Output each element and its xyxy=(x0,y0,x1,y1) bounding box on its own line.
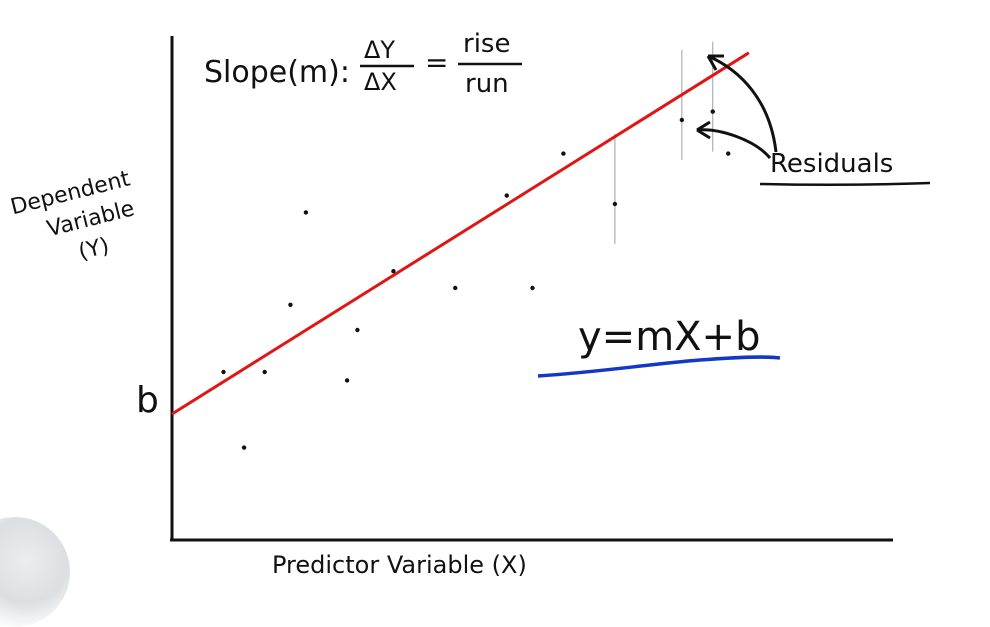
data-point xyxy=(355,327,360,333)
intercept-label: b xyxy=(136,380,159,421)
rise-label: rise xyxy=(463,29,510,59)
equation-underline xyxy=(537,355,781,378)
residual-lines xyxy=(614,41,714,244)
data-point xyxy=(726,151,731,156)
residuals-underline xyxy=(759,181,931,187)
data-point xyxy=(344,378,350,383)
data-point xyxy=(303,210,309,215)
regression-equation: y=mX+b xyxy=(578,314,760,360)
data-point xyxy=(612,201,618,207)
data-point xyxy=(710,109,715,114)
residual-arrow-upper xyxy=(707,54,778,153)
slope-label: Slope(m): xyxy=(204,55,350,90)
equals-sign: = xyxy=(425,46,448,79)
run-label: run xyxy=(465,69,509,99)
data-point xyxy=(288,302,293,307)
residual-arrow-lower xyxy=(696,128,772,159)
y-axis-label: Dependent Variable (Y) xyxy=(8,166,137,266)
delta-x: ΔX xyxy=(364,68,397,96)
data-point xyxy=(391,269,396,274)
data-point xyxy=(241,445,247,450)
data-point xyxy=(530,285,535,291)
regression-line-layer xyxy=(171,51,750,416)
delta-y: ΔY xyxy=(364,36,395,64)
residual-arrow-lower-head xyxy=(696,120,711,140)
y-axis-label-line3: (Y) xyxy=(76,234,112,266)
data-point xyxy=(679,117,685,123)
residual-arrow-upper-head xyxy=(706,54,724,71)
data-point xyxy=(561,151,566,156)
residuals-label: Residuals xyxy=(770,149,893,179)
regression-diagram: Slope(m): ΔY ΔX = rise run Dependent Var… xyxy=(8,29,931,579)
data-point xyxy=(453,285,458,291)
data-point xyxy=(221,369,226,375)
x-axis-label: Predictor Variable (X) xyxy=(272,551,527,579)
data-points xyxy=(221,109,731,450)
regression-line xyxy=(171,51,750,416)
data-point xyxy=(504,193,509,198)
data-point xyxy=(262,369,267,375)
